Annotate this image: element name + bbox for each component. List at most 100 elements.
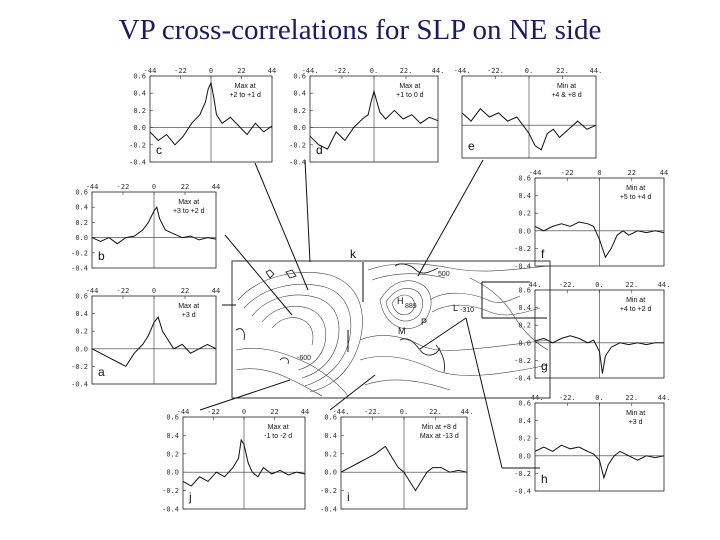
panel-annotation: Max at [235,83,256,90]
x-tick-label: -44 [177,408,190,416]
panel-h: -44. -22. 0. 22. 44. 0.6 0.4 0.2 0.0 -0.2 -0.4 Min … [514,394,670,496]
map-low-value: -310 [460,307,474,314]
panel-letter: g [541,359,548,373]
x-tick-label: 0. [595,394,603,402]
y-tick-label: 0.0 [293,124,306,132]
panel-letter: e [468,139,475,153]
panel-annotation: +5 to +4 d [620,194,652,201]
y-tick-label: 0.0 [75,234,88,242]
x-tick-label: -22 [207,408,220,416]
panel-c: -44 -22 0 22 44 0.6 0.4 0.2 0.0 -0.2 -0.4 Max at +2 … [129,67,276,167]
x-tick-label: 22. [625,281,638,289]
y-tick-label: 0.6 [75,189,88,197]
x-tick-label: 44. [461,408,474,416]
y-tick-label: -0.2 [514,245,531,253]
panel-letter: c [156,143,162,157]
x-tick-label: -22 [561,169,574,177]
map-contour-label-2: 500 [438,271,450,278]
x-tick-label: -22. [334,67,351,75]
panel-a: -44 -22 0 22 44 0.6 0.4 0.2 0.0 -0.2 -0.4 Max at +3 … [71,287,220,389]
y-tick-label: 0.6 [518,400,531,408]
y-tick-label: 0.2 [293,107,306,115]
y-tick-label: 0.4 [166,432,179,440]
series-line [534,335,664,374]
map-contours [235,263,549,397]
x-tick-label: 22. [625,394,638,402]
map-k-label: k [350,247,357,261]
x-tick-label: -44 [144,67,157,75]
connector-i [329,374,376,411]
connector-lines [199,159,547,469]
y-tick-label: -0.4 [162,506,179,514]
y-tick-label: -0.4 [129,159,146,167]
connector-h-a [465,317,503,469]
panel-j: -44 -22 0 22 44 0.6 0.4 0.2 0.0 -0.2 -0.4 Max at -1 … [162,408,309,514]
y-tick-label: -0.2 [71,363,88,371]
series-line [340,445,468,492]
y-tick-label: 0.4 [293,90,306,98]
connector-d [304,159,311,263]
y-tick-label: 0.0 [324,469,337,477]
y-tick-label: 0.6 [324,414,337,422]
x-tick-label: -44. [454,67,471,75]
x-tick-label: 44 [660,169,668,177]
series-line [182,438,306,487]
x-tick-label: -44 [86,183,99,191]
y-tick-label: 0.2 [518,210,531,218]
slp-map: H 889 L -310 -600 500 M P k [231,247,551,399]
series-line [149,81,273,146]
y-tick-label: 0.6 [75,293,88,301]
panel-annotation: Min at +8 d [422,424,457,431]
connector-p [419,317,467,350]
panel-annotation: Max at [399,83,420,90]
y-tick-label: -0.4 [71,381,88,389]
connector-e [417,159,484,277]
y-tick-label: 0.2 [518,322,531,330]
y-tick-label: 0.4 [75,204,88,212]
y-tick-label: 0.4 [75,310,88,318]
x-tick-label: 0. [370,67,378,75]
y-tick-label: 0.6 [166,414,179,422]
panel-annotation: +2 to +1 d [229,92,261,99]
x-tick-label: 0 [597,169,601,177]
x-tick-label: -44. [302,67,319,75]
x-tick-label: -44 [529,169,542,177]
y-tick-label: 0.0 [518,227,531,235]
x-tick-label: 44 [301,408,309,416]
panel-annotation: +3 d [629,419,643,426]
panel-letter: d [316,143,323,157]
y-tick-label: -0.4 [514,263,531,271]
x-tick-label: -22 [117,183,130,191]
x-tick-label: 22 [237,67,245,75]
panel-f: -44 -22 0 22 44 0.6 0.4 0.2 0.0 -0.2 -0.4 Min at +5 … [514,169,668,271]
panel-annotation: Max at [268,424,289,431]
x-tick-label: 0 [152,183,156,191]
panel-annotation: +3 to +2 d [173,208,205,215]
y-tick-label: 0.2 [75,219,88,227]
map-high-label: H [397,296,404,306]
panel-annotation: +4 to +2 d [620,306,652,313]
panel-annotation: Min at [557,83,576,90]
y-tick-label: 0.0 [166,469,179,477]
y-tick-label: 0.6 [133,73,146,81]
y-tick-label: -0.4 [514,488,531,496]
panel-annotation: Min at [626,410,645,417]
x-tick-label: 44. [529,281,542,289]
y-tick-label: -0.2 [129,141,146,149]
y-tick-label: -0.4 [514,375,531,383]
panel-letter: i [347,490,350,504]
map-high-value: 889 [405,303,417,310]
connector-b [224,234,293,316]
series-line [534,444,665,480]
panel-annotation: +4 & +8 d [551,92,581,99]
x-tick-label: 44 [212,287,220,295]
y-tick-label: -0.4 [320,506,337,514]
map-contour-label-1: -600 [297,355,311,362]
y-tick-label: 0.6 [518,287,531,295]
y-tick-label: -0.2 [289,141,306,149]
panel-letter: a [98,365,105,379]
y-tick-label: 0.2 [166,450,179,458]
y-tick-label: 0.2 [518,435,531,443]
y-tick-label: 0.0 [133,124,146,132]
